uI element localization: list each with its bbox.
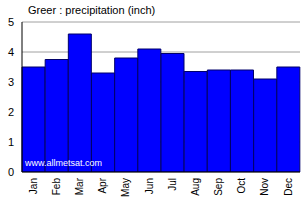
svg-text:Jan: Jan [28, 178, 39, 194]
svg-text:5: 5 [8, 16, 14, 28]
svg-text:Mar: Mar [74, 177, 85, 195]
svg-text:0: 0 [8, 166, 14, 178]
svg-text:Jun: Jun [144, 178, 155, 194]
html-text:Greer : precipitation (inch): Greer : precipitation (inch) [28, 4, 156, 16]
svg-text:3: 3 [8, 76, 14, 88]
svg-text:Sep: Sep [213, 178, 224, 196]
svg-text:Aug: Aug [190, 178, 201, 196]
svg-text:4: 4 [8, 46, 14, 58]
svg-text:Oct: Oct [236, 178, 247, 194]
svg-text:Feb: Feb [51, 178, 62, 196]
svg-text:Nov: Nov [259, 178, 270, 196]
svg-text:2: 2 [8, 106, 14, 118]
svg-text:Dec: Dec [283, 178, 294, 196]
html-text:www.allmetsat.com: www.allmetsat.com [25, 158, 102, 168]
svg-text:Apr: Apr [97, 177, 108, 193]
svg-text:1: 1 [8, 136, 14, 148]
svg-text:May: May [120, 178, 131, 197]
svg-text:Jul: Jul [167, 178, 178, 191]
